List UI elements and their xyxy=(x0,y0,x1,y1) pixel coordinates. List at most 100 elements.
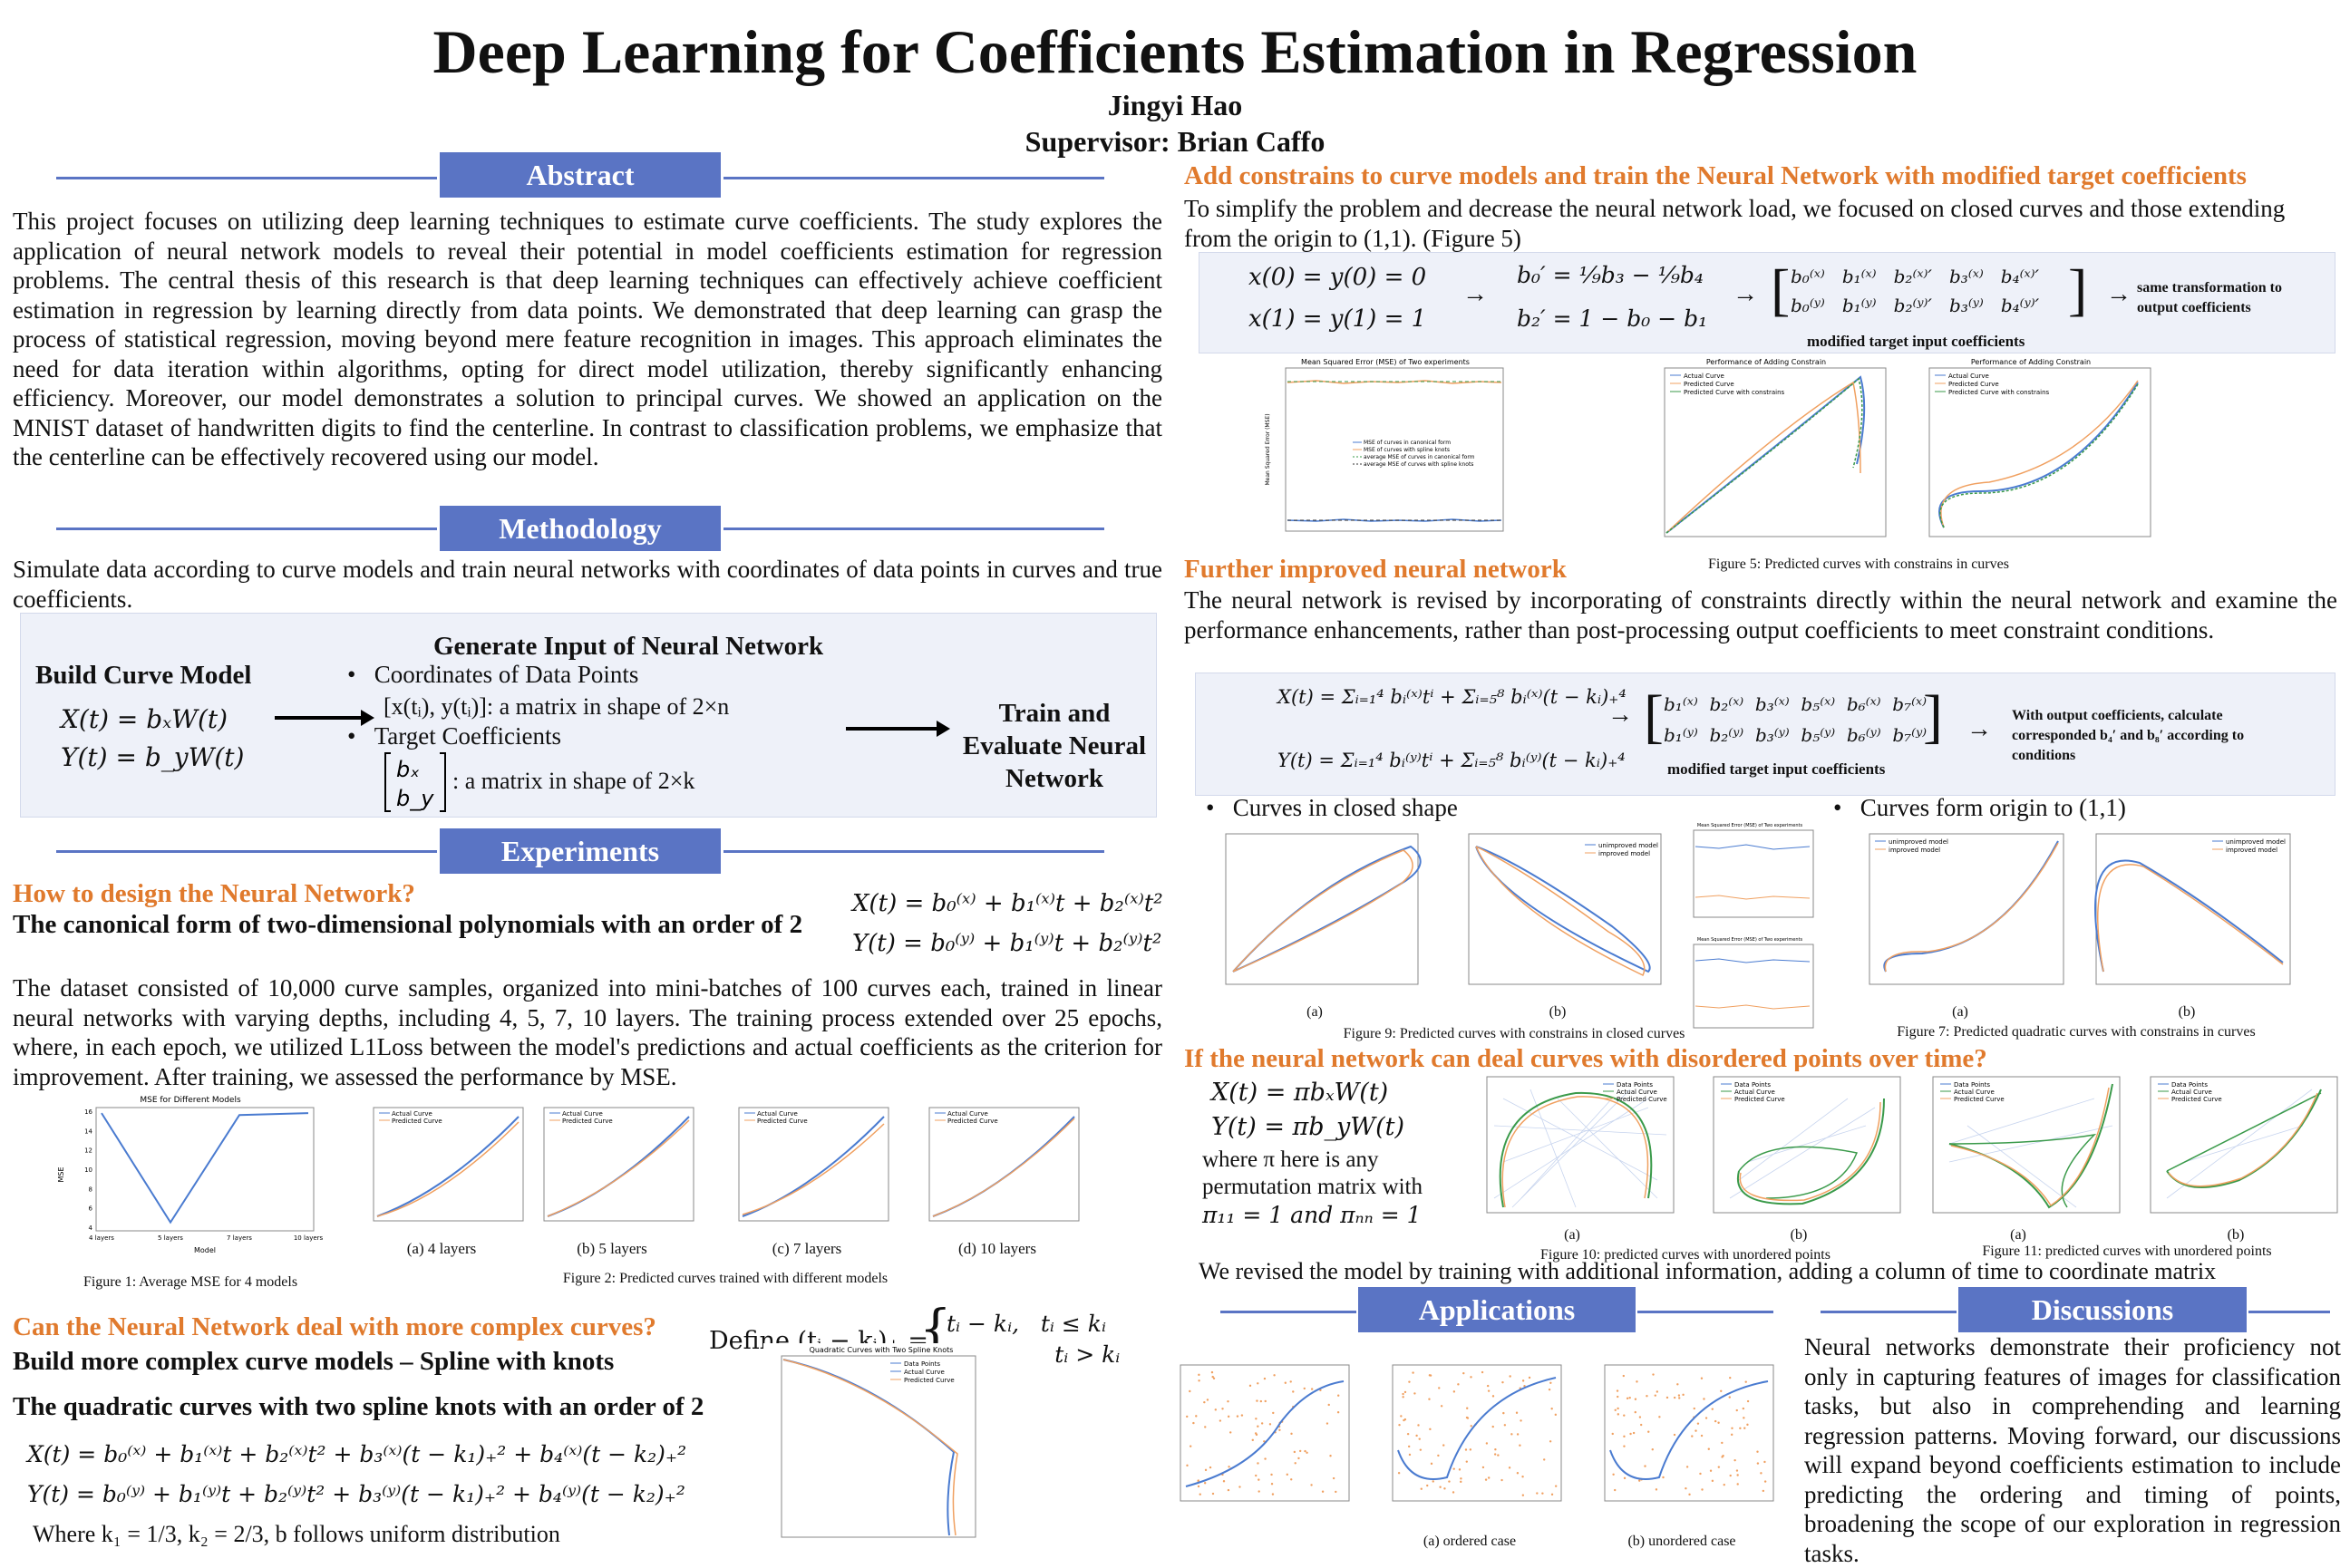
constrain-text: To simplify the problem and decrease the… xyxy=(1184,194,2337,253)
data-point xyxy=(1209,1466,1211,1468)
data-point xyxy=(1731,1428,1733,1429)
application-label-a: (a) ordered case xyxy=(1374,1534,1565,1550)
data-point xyxy=(1691,1435,1693,1437)
data-point xyxy=(1549,1389,1550,1390)
data-point xyxy=(1470,1376,1471,1378)
build-curve-title: Build Curve Model xyxy=(35,661,251,691)
data-point xyxy=(1549,1440,1551,1442)
svg-text:Actual Curve: Actual Curve xyxy=(562,1110,603,1118)
abstract-rule-left xyxy=(56,177,437,179)
data-point xyxy=(1666,1397,1668,1399)
abstract-banner: Abstract xyxy=(440,152,721,198)
data-point xyxy=(1278,1429,1280,1431)
data-point xyxy=(1466,1460,1468,1462)
svg-text:Predicted Curve: Predicted Curve xyxy=(904,1377,955,1384)
data-point xyxy=(1764,1480,1766,1482)
data-point xyxy=(1404,1391,1406,1393)
data-point xyxy=(1482,1466,1484,1468)
data-point xyxy=(1249,1385,1251,1387)
data-point xyxy=(1294,1451,1296,1453)
data-point xyxy=(1260,1400,1262,1402)
data-point xyxy=(1241,1414,1243,1416)
figure9-caption: Figure 9: Predicted curves with constrai… xyxy=(1206,1026,1822,1042)
svg-text:Predicted Curve: Predicted Curve xyxy=(1617,1096,1667,1103)
data-point xyxy=(1644,1465,1646,1466)
svg-text:Mean Squared Error (MSE): Mean Squared Error (MSE) xyxy=(1265,413,1271,485)
arrow-icon: → xyxy=(1607,701,1633,730)
data-point xyxy=(1304,1388,1306,1389)
figure7-caption: Figure 7: Predicted quadratic curves wit… xyxy=(1850,1024,2303,1040)
data-point xyxy=(1623,1436,1625,1437)
improved-eq-x: X(t) = Σᵢ₌₁⁴ bᵢ⁽ˣ⁾tⁱ + Σᵢ₌₅⁸ bᵢ⁽ˣ⁾(t − k… xyxy=(1277,686,1627,708)
data-point xyxy=(1229,1431,1231,1433)
data-point xyxy=(1415,1435,1417,1437)
figure10a-plot: Data Points Actual Curve Predicted Curve xyxy=(1467,1071,1677,1225)
data-point xyxy=(1541,1492,1543,1494)
data-point xyxy=(1612,1474,1614,1476)
svg-text:Predicted Curve: Predicted Curve xyxy=(757,1118,808,1125)
data-point xyxy=(1521,1476,1523,1477)
data-point xyxy=(1203,1401,1205,1403)
data-point xyxy=(1729,1377,1731,1379)
figure9a-plot xyxy=(1206,827,1423,999)
improved-eq-y: Y(t) = Σᵢ₌₁⁴ bᵢ⁽ʸ⁾tⁱ + Σᵢ₌₅⁸ bᵢ⁽ʸ⁾(t − k… xyxy=(1277,750,1626,771)
revised-model-text: We revised the model by training with ad… xyxy=(1199,1258,2216,1285)
data-point xyxy=(1290,1433,1292,1435)
data-point xyxy=(1737,1483,1739,1485)
data-point xyxy=(1306,1452,1307,1454)
data-point xyxy=(1452,1467,1454,1469)
data-point xyxy=(1756,1451,1758,1453)
svg-text:Mean Squared Error (MSE) of Tw: Mean Squared Error (MSE) of Two experime… xyxy=(1697,937,1803,943)
applications-banner: Applications xyxy=(1358,1287,1636,1332)
data-point xyxy=(1466,1408,1468,1409)
data-point xyxy=(1617,1396,1618,1398)
data-point xyxy=(1407,1433,1409,1435)
constrain-box: x(0) = y(0) = 0 x(1) = y(1) = 1 → b₀′ = … xyxy=(1199,252,2335,353)
data-point xyxy=(1204,1482,1206,1484)
figure2a-label: (a) 4 layers xyxy=(355,1240,528,1258)
data-point xyxy=(1271,1483,1273,1485)
arrow-icon: → xyxy=(2106,280,2132,309)
data-point xyxy=(1652,1448,1654,1450)
data-point xyxy=(1487,1385,1489,1387)
data-point xyxy=(1551,1494,1553,1495)
svg-text:average MSE of curves in canon: average MSE of curves in canonical form xyxy=(1364,454,1475,460)
data-point xyxy=(1701,1488,1703,1490)
data-point xyxy=(1678,1397,1680,1399)
data-point xyxy=(1426,1485,1428,1486)
data-point xyxy=(1488,1476,1490,1478)
data-point xyxy=(1623,1414,1625,1416)
data-point xyxy=(1674,1434,1675,1436)
data-point xyxy=(1328,1404,1330,1406)
data-point xyxy=(1471,1425,1472,1427)
data-point xyxy=(1258,1490,1259,1492)
data-point xyxy=(1441,1405,1442,1407)
fig1-tick-label: 5 layers xyxy=(158,1234,183,1242)
data-point xyxy=(1658,1416,1660,1418)
dataset-text: The dataset consisted of 10,000 curve sa… xyxy=(13,973,1162,1091)
svg-text:Data Points: Data Points xyxy=(1617,1081,1653,1089)
spline-eq-y: Y(t) = b₀⁽ʸ⁾ + b₁⁽ʸ⁾t + b₂⁽ʸ⁾t² + b₃⁽ʸ⁾(… xyxy=(27,1481,685,1507)
arrow-icon: → xyxy=(1966,715,1992,744)
data-point xyxy=(1614,1489,1616,1491)
data-point xyxy=(1729,1396,1731,1398)
data-point xyxy=(1269,1423,1271,1425)
data-point xyxy=(1198,1486,1199,1487)
data-point xyxy=(1647,1431,1649,1433)
data-point xyxy=(1731,1434,1733,1436)
data-point xyxy=(1215,1408,1217,1410)
data-point xyxy=(1676,1383,1678,1385)
data-point xyxy=(1272,1493,1274,1495)
application-plot-1 xyxy=(1162,1360,1353,1512)
figure2a-plot: Actual Curve Predicted Curve xyxy=(355,1100,528,1236)
data-point xyxy=(1257,1382,1258,1384)
applications-rule-right xyxy=(1637,1311,1773,1313)
constraint-eq4: b₂′ = 1 − b₀ − b₁ xyxy=(1517,305,1707,332)
data-point xyxy=(1448,1480,1450,1482)
data-point xyxy=(1712,1480,1714,1482)
data-point xyxy=(1623,1375,1625,1377)
figure2c-plot: Actual Curve Predicted Curve xyxy=(721,1100,893,1236)
arrow-icon: → xyxy=(1462,280,1488,309)
data-point xyxy=(1255,1418,1257,1419)
matrix-label: modified target input coefficients xyxy=(1807,333,2025,351)
